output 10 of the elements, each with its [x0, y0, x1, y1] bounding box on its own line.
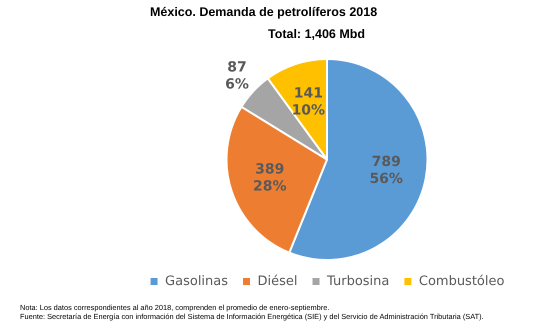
data-label: 87 6%	[225, 59, 249, 92]
legend-label: Turbosina	[326, 274, 390, 289]
data-label: 141 10%	[292, 85, 326, 118]
chart-title: México. Demanda de petrolíferos 2018	[150, 5, 378, 19]
legend-label: Gasolinas	[165, 274, 228, 289]
data-label: 389 28%	[252, 161, 286, 194]
chart-subtitle: Total: 1,406 Mbd	[268, 27, 366, 41]
legend-label: Combustóleo	[418, 274, 504, 289]
legend-label: Diésel	[258, 274, 298, 289]
data-label: 789 56%	[369, 154, 403, 188]
